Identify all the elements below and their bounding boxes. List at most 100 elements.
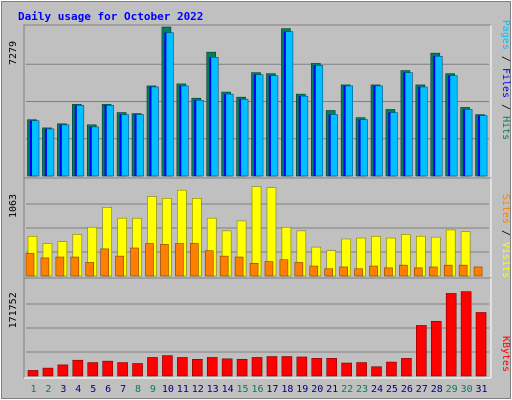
bar-pages-6 bbox=[104, 105, 107, 176]
bar-kbytes-15 bbox=[236, 359, 248, 377]
x-tick-14: 14 bbox=[222, 384, 234, 395]
bar-kbytes-14 bbox=[221, 358, 233, 377]
bar-sites-25 bbox=[384, 267, 393, 277]
bar-pages-1 bbox=[30, 120, 32, 176]
x-tick-27: 27 bbox=[416, 384, 428, 395]
bar-sites-31 bbox=[473, 266, 483, 277]
bar-pages-5 bbox=[89, 126, 92, 176]
x-tick-30: 30 bbox=[461, 384, 473, 395]
bar-sites-14 bbox=[219, 255, 229, 277]
x-tick-16: 16 bbox=[251, 384, 263, 395]
bar-sites-24 bbox=[369, 265, 378, 277]
legend-item-files: Files bbox=[500, 68, 511, 98]
panel-hits-files-pages: 7279 bbox=[8, 24, 492, 179]
bar-pages-24 bbox=[373, 85, 376, 176]
bar-sites-19 bbox=[294, 262, 304, 277]
legend-item-pages: Pages bbox=[500, 20, 511, 50]
x-tick-18: 18 bbox=[281, 384, 293, 395]
bar-pages-25 bbox=[388, 112, 391, 176]
bar-sites-21 bbox=[324, 268, 334, 277]
bar-kbytes-13 bbox=[206, 357, 218, 377]
bar-sites-5 bbox=[85, 262, 95, 277]
bar-kbytes-9 bbox=[147, 357, 158, 377]
panel-visits-sites: 1063 bbox=[8, 177, 492, 279]
x-tick-labels: 1 2 3 4 5 6 7 8 9 10 11 12 13 14 15 16 17 18 19 20 21 22 23 24 2… bbox=[30, 384, 487, 395]
bar-pages-23 bbox=[358, 119, 361, 176]
bar-pages-22 bbox=[343, 85, 346, 176]
bar-pages-4 bbox=[74, 105, 77, 176]
bar-sites-15 bbox=[234, 256, 244, 277]
bar-sites-12 bbox=[189, 243, 199, 277]
bar-pages-27 bbox=[418, 86, 421, 176]
bar-sites-28 bbox=[428, 266, 438, 277]
bar-sites-17 bbox=[264, 261, 274, 277]
bar-sites-29 bbox=[443, 264, 453, 277]
x-tick-29: 29 bbox=[446, 384, 458, 395]
x-tick-24: 24 bbox=[371, 384, 383, 395]
bar-kbytes-3 bbox=[57, 364, 69, 377]
x-tick-26: 26 bbox=[401, 384, 413, 395]
x-tick-28: 28 bbox=[431, 384, 443, 395]
bar-pages-3 bbox=[59, 124, 62, 176]
bar-kbytes-23 bbox=[356, 362, 367, 377]
x-tick-2: 2 bbox=[45, 384, 51, 395]
bar-pages-21 bbox=[328, 114, 331, 176]
bar-kbytes-12 bbox=[191, 359, 203, 377]
bar-pages-30 bbox=[463, 109, 466, 176]
x-tick-10: 10 bbox=[162, 384, 174, 395]
bar-kbytes-29 bbox=[445, 293, 457, 377]
bar-pages-7 bbox=[119, 114, 122, 176]
bar-kbytes-24 bbox=[371, 366, 382, 377]
bar-pages-12 bbox=[194, 100, 197, 176]
bar-sites-11 bbox=[175, 243, 184, 277]
bar-pages-28 bbox=[433, 56, 436, 177]
x-tick-3: 3 bbox=[60, 384, 66, 395]
bar-kbytes-10 bbox=[162, 355, 173, 377]
bar-sites-7 bbox=[115, 255, 124, 277]
legend-item-hits: Hits bbox=[500, 116, 511, 140]
x-tick-23: 23 bbox=[356, 384, 368, 395]
x-tick-8: 8 bbox=[135, 384, 141, 395]
bar-sites-16 bbox=[249, 263, 259, 277]
bar-pages-31 bbox=[478, 115, 481, 176]
legend-item-visits: Visits bbox=[500, 242, 511, 278]
x-tick-21: 21 bbox=[326, 384, 338, 395]
bar-kbytes-30 bbox=[460, 291, 472, 377]
bar-kbytes-17 bbox=[266, 356, 278, 377]
bar-sites-6 bbox=[100, 248, 109, 277]
x-tick-11: 11 bbox=[177, 384, 189, 395]
bar-kbytes-22 bbox=[341, 362, 352, 377]
panels: 7279 1063 171752 bbox=[8, 24, 492, 379]
bar-pages-11 bbox=[179, 85, 182, 176]
bar-kbytes-4 bbox=[72, 359, 84, 377]
x-tick-20: 20 bbox=[311, 384, 323, 395]
bar-sites-9 bbox=[145, 243, 154, 277]
bar-pages-26 bbox=[403, 72, 406, 176]
bar-kbytes-26 bbox=[401, 358, 412, 377]
bar-kbytes-27 bbox=[416, 325, 427, 377]
bar-pages-16 bbox=[254, 74, 257, 176]
legend-separator: / bbox=[500, 50, 511, 68]
bar-kbytes-11 bbox=[177, 357, 188, 377]
bar-sites-27 bbox=[414, 267, 423, 277]
x-tick-13: 13 bbox=[207, 384, 219, 395]
bar-kbytes-20 bbox=[311, 358, 323, 377]
bar-pages-8 bbox=[134, 114, 137, 176]
x-tick-15: 15 bbox=[237, 384, 249, 395]
bar-sites-10 bbox=[160, 244, 169, 277]
bar-pages-10 bbox=[164, 32, 167, 176]
bar-kbytes-31 bbox=[475, 312, 487, 377]
bar-sites-22 bbox=[339, 266, 348, 277]
legend-separator: / bbox=[500, 98, 511, 116]
legend-item-kbytes: KBytes bbox=[500, 336, 511, 372]
bar-sites-13 bbox=[204, 250, 214, 277]
bar-sites-23 bbox=[354, 268, 363, 277]
x-tick-12: 12 bbox=[192, 384, 204, 395]
bar-pages-9 bbox=[149, 86, 152, 176]
bar-sites-3 bbox=[55, 256, 65, 277]
bar-sites-20 bbox=[309, 265, 319, 277]
bar-kbytes-6 bbox=[102, 360, 113, 377]
legend-separator: / bbox=[500, 224, 511, 242]
